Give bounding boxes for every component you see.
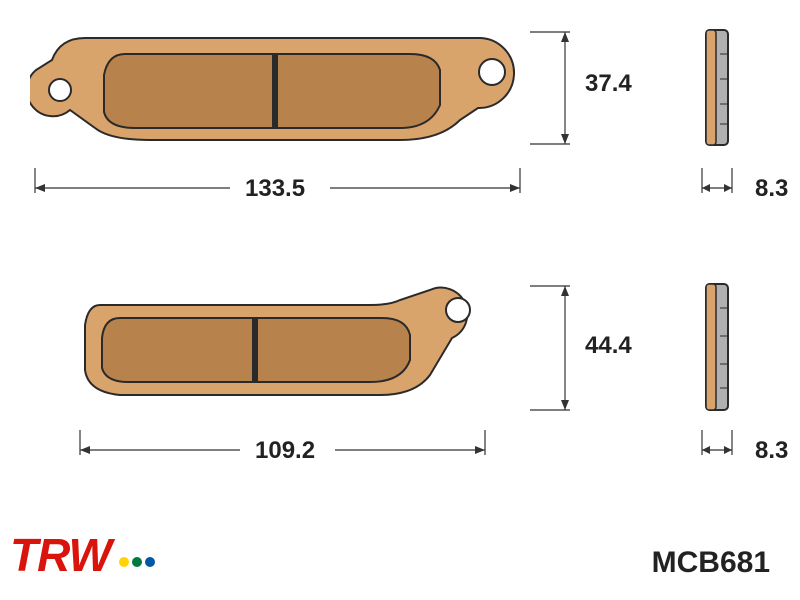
label-bottom-width: 109.2: [255, 437, 315, 465]
label-bottom-height: 44.4: [585, 332, 632, 360]
brand-text: TRW: [10, 528, 111, 582]
diagram-container: 37.4 133.5 8.3: [0, 0, 800, 600]
brand-dot-2: [132, 557, 142, 567]
brake-pad-bottom-front: [70, 260, 500, 420]
dimension-bottom-thickness: [690, 430, 750, 470]
brand-dot-3: [145, 557, 155, 567]
brake-pad-top-front: [30, 20, 520, 160]
brake-pad-bottom-side: [700, 278, 736, 418]
dimension-top-thickness: [690, 168, 750, 208]
part-number: MCB681: [652, 546, 770, 580]
brake-pad-top-side: [700, 24, 736, 154]
label-top-thickness: 8.3: [755, 175, 788, 203]
label-bottom-thickness: 8.3: [755, 437, 788, 465]
brand-logo: TRW: [10, 528, 155, 582]
label-top-width: 133.5: [245, 175, 305, 203]
label-top-height: 37.4: [585, 70, 632, 98]
brand-dot-1: [119, 557, 129, 567]
